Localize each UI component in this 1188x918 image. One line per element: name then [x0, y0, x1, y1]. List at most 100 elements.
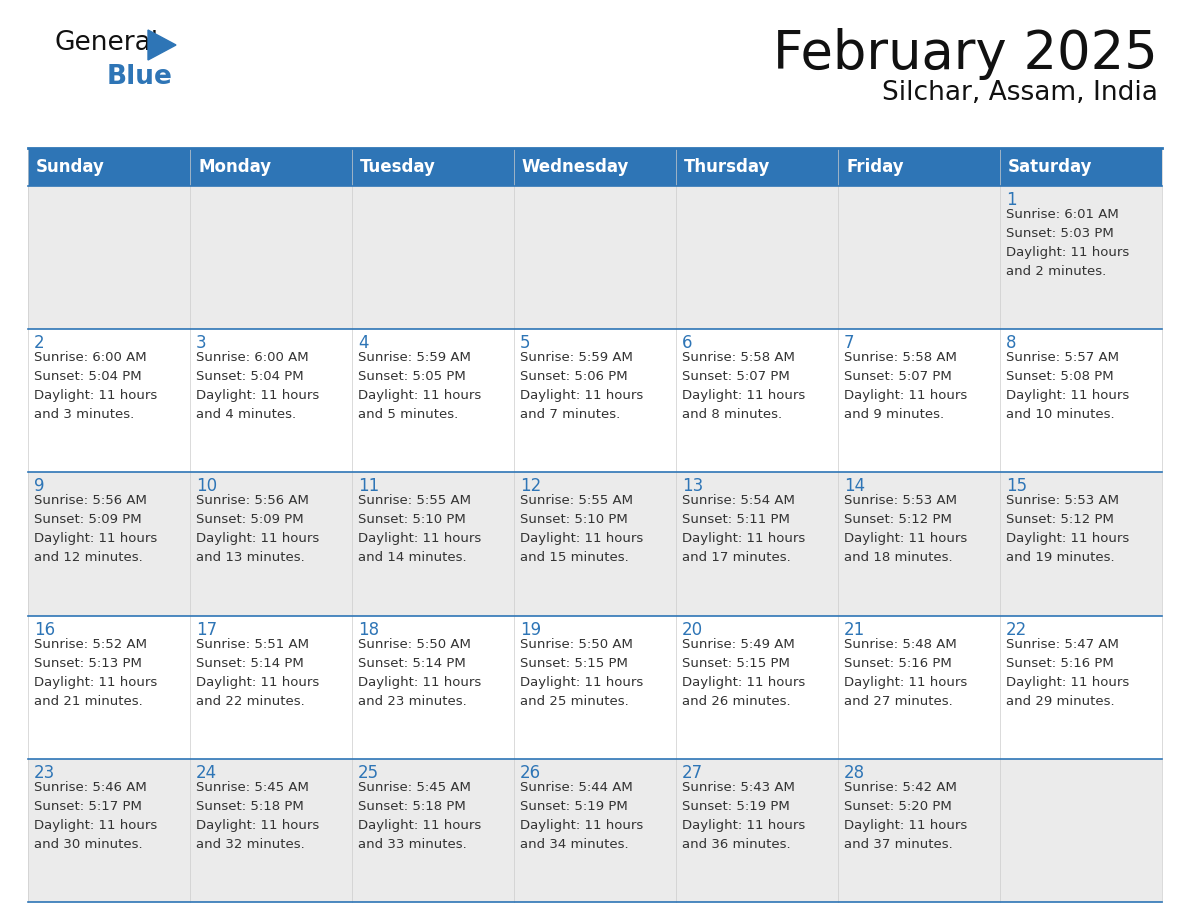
Text: Sunrise: 5:43 AM
Sunset: 5:19 PM
Daylight: 11 hours
and 36 minutes.: Sunrise: 5:43 AM Sunset: 5:19 PM Dayligh…	[682, 781, 805, 851]
Text: Sunrise: 6:01 AM
Sunset: 5:03 PM
Daylight: 11 hours
and 2 minutes.: Sunrise: 6:01 AM Sunset: 5:03 PM Dayligh…	[1006, 208, 1130, 278]
Text: 10: 10	[196, 477, 217, 496]
Text: Sunrise: 5:49 AM
Sunset: 5:15 PM
Daylight: 11 hours
and 26 minutes.: Sunrise: 5:49 AM Sunset: 5:15 PM Dayligh…	[682, 638, 805, 708]
Bar	[352, 759, 514, 902]
Text: Sunrise: 5:47 AM
Sunset: 5:16 PM
Daylight: 11 hours
and 29 minutes.: Sunrise: 5:47 AM Sunset: 5:16 PM Dayligh…	[1006, 638, 1130, 708]
Bar	[1000, 186, 1162, 330]
Text: Sunrise: 5:53 AM
Sunset: 5:12 PM
Daylight: 11 hours
and 18 minutes.: Sunrise: 5:53 AM Sunset: 5:12 PM Dayligh…	[843, 495, 967, 565]
Bar	[838, 186, 1000, 330]
Text: 16: 16	[34, 621, 55, 639]
Text: 9: 9	[34, 477, 44, 496]
Text: 6: 6	[682, 334, 693, 353]
Bar	[676, 759, 838, 902]
Bar	[29, 473, 190, 616]
Bar	[352, 148, 514, 186]
Text: 18: 18	[358, 621, 379, 639]
Text: Sunrise: 5:54 AM
Sunset: 5:11 PM
Daylight: 11 hours
and 17 minutes.: Sunrise: 5:54 AM Sunset: 5:11 PM Dayligh…	[682, 495, 805, 565]
Text: Sunrise: 5:48 AM
Sunset: 5:16 PM
Daylight: 11 hours
and 27 minutes.: Sunrise: 5:48 AM Sunset: 5:16 PM Dayligh…	[843, 638, 967, 708]
Bar	[352, 616, 514, 759]
Bar	[514, 759, 676, 902]
Text: 20: 20	[682, 621, 703, 639]
Text: Sunrise: 5:45 AM
Sunset: 5:18 PM
Daylight: 11 hours
and 33 minutes.: Sunrise: 5:45 AM Sunset: 5:18 PM Dayligh…	[358, 781, 481, 851]
Bar	[352, 330, 514, 473]
Text: 23: 23	[34, 764, 56, 782]
Text: Sunrise: 5:59 AM
Sunset: 5:06 PM
Daylight: 11 hours
and 7 minutes.: Sunrise: 5:59 AM Sunset: 5:06 PM Dayligh…	[520, 352, 643, 421]
Text: Wednesday: Wednesday	[522, 158, 630, 176]
Bar	[352, 186, 514, 330]
Text: Sunrise: 5:59 AM
Sunset: 5:05 PM
Daylight: 11 hours
and 5 minutes.: Sunrise: 5:59 AM Sunset: 5:05 PM Dayligh…	[358, 352, 481, 421]
Text: Sunrise: 5:52 AM
Sunset: 5:13 PM
Daylight: 11 hours
and 21 minutes.: Sunrise: 5:52 AM Sunset: 5:13 PM Dayligh…	[34, 638, 157, 708]
Text: Sunrise: 5:50 AM
Sunset: 5:15 PM
Daylight: 11 hours
and 25 minutes.: Sunrise: 5:50 AM Sunset: 5:15 PM Dayligh…	[520, 638, 643, 708]
Bar	[514, 616, 676, 759]
Polygon shape	[148, 30, 176, 60]
Bar	[29, 330, 190, 473]
Text: Sunrise: 5:53 AM
Sunset: 5:12 PM
Daylight: 11 hours
and 19 minutes.: Sunrise: 5:53 AM Sunset: 5:12 PM Dayligh…	[1006, 495, 1130, 565]
Text: 12: 12	[520, 477, 542, 496]
Text: 15: 15	[1006, 477, 1028, 496]
Text: Sunrise: 6:00 AM
Sunset: 5:04 PM
Daylight: 11 hours
and 4 minutes.: Sunrise: 6:00 AM Sunset: 5:04 PM Dayligh…	[196, 352, 320, 421]
Bar	[1000, 330, 1162, 473]
Text: Sunrise: 5:58 AM
Sunset: 5:07 PM
Daylight: 11 hours
and 8 minutes.: Sunrise: 5:58 AM Sunset: 5:07 PM Dayligh…	[682, 352, 805, 421]
Bar	[190, 759, 352, 902]
Bar	[29, 186, 190, 330]
Text: Sunrise: 5:50 AM
Sunset: 5:14 PM
Daylight: 11 hours
and 23 minutes.: Sunrise: 5:50 AM Sunset: 5:14 PM Dayligh…	[358, 638, 481, 708]
Text: 13: 13	[682, 477, 703, 496]
Text: 14: 14	[843, 477, 865, 496]
Bar	[1000, 616, 1162, 759]
Text: 5: 5	[520, 334, 531, 353]
Bar	[514, 330, 676, 473]
Bar	[29, 616, 190, 759]
Text: 8: 8	[1006, 334, 1017, 353]
Bar	[676, 148, 838, 186]
Bar	[1000, 148, 1162, 186]
Text: 19: 19	[520, 621, 541, 639]
Text: 24: 24	[196, 764, 217, 782]
Text: Sunday: Sunday	[36, 158, 105, 176]
Text: Sunrise: 5:51 AM
Sunset: 5:14 PM
Daylight: 11 hours
and 22 minutes.: Sunrise: 5:51 AM Sunset: 5:14 PM Dayligh…	[196, 638, 320, 708]
Text: Sunrise: 5:55 AM
Sunset: 5:10 PM
Daylight: 11 hours
and 14 minutes.: Sunrise: 5:55 AM Sunset: 5:10 PM Dayligh…	[358, 495, 481, 565]
Text: Sunrise: 5:57 AM
Sunset: 5:08 PM
Daylight: 11 hours
and 10 minutes.: Sunrise: 5:57 AM Sunset: 5:08 PM Dayligh…	[1006, 352, 1130, 421]
Bar	[676, 186, 838, 330]
Bar	[838, 473, 1000, 616]
Bar	[190, 330, 352, 473]
Text: Sunrise: 5:45 AM
Sunset: 5:18 PM
Daylight: 11 hours
and 32 minutes.: Sunrise: 5:45 AM Sunset: 5:18 PM Dayligh…	[196, 781, 320, 851]
Bar	[29, 759, 190, 902]
Bar	[1000, 759, 1162, 902]
Text: Sunrise: 6:00 AM
Sunset: 5:04 PM
Daylight: 11 hours
and 3 minutes.: Sunrise: 6:00 AM Sunset: 5:04 PM Dayligh…	[34, 352, 157, 421]
Text: General: General	[55, 30, 159, 56]
Text: 26: 26	[520, 764, 541, 782]
Text: 25: 25	[358, 764, 379, 782]
Text: February 2025: February 2025	[773, 28, 1158, 80]
Text: 27: 27	[682, 764, 703, 782]
Bar	[190, 186, 352, 330]
Bar	[838, 148, 1000, 186]
Bar	[1000, 473, 1162, 616]
Bar	[514, 473, 676, 616]
Bar	[676, 330, 838, 473]
Text: 2: 2	[34, 334, 45, 353]
Text: Monday: Monday	[198, 158, 271, 176]
Text: Blue: Blue	[107, 64, 173, 90]
Text: 7: 7	[843, 334, 854, 353]
Bar	[190, 473, 352, 616]
Bar	[514, 186, 676, 330]
Text: Silchar, Assam, India: Silchar, Assam, India	[883, 80, 1158, 106]
Bar	[838, 759, 1000, 902]
Text: Thursday: Thursday	[684, 158, 770, 176]
Bar	[29, 148, 190, 186]
Text: 3: 3	[196, 334, 207, 353]
Text: Sunrise: 5:42 AM
Sunset: 5:20 PM
Daylight: 11 hours
and 37 minutes.: Sunrise: 5:42 AM Sunset: 5:20 PM Dayligh…	[843, 781, 967, 851]
Bar	[514, 148, 676, 186]
Text: Sunrise: 5:56 AM
Sunset: 5:09 PM
Daylight: 11 hours
and 13 minutes.: Sunrise: 5:56 AM Sunset: 5:09 PM Dayligh…	[196, 495, 320, 565]
Bar	[838, 616, 1000, 759]
Text: 1: 1	[1006, 191, 1017, 209]
Bar	[190, 148, 352, 186]
Text: Sunrise: 5:46 AM
Sunset: 5:17 PM
Daylight: 11 hours
and 30 minutes.: Sunrise: 5:46 AM Sunset: 5:17 PM Dayligh…	[34, 781, 157, 851]
Bar	[676, 616, 838, 759]
Text: 17: 17	[196, 621, 217, 639]
Text: 28: 28	[843, 764, 865, 782]
Text: Tuesday: Tuesday	[360, 158, 436, 176]
Text: 4: 4	[358, 334, 368, 353]
Text: Sunrise: 5:55 AM
Sunset: 5:10 PM
Daylight: 11 hours
and 15 minutes.: Sunrise: 5:55 AM Sunset: 5:10 PM Dayligh…	[520, 495, 643, 565]
Text: Sunrise: 5:58 AM
Sunset: 5:07 PM
Daylight: 11 hours
and 9 minutes.: Sunrise: 5:58 AM Sunset: 5:07 PM Dayligh…	[843, 352, 967, 421]
Text: Sunrise: 5:44 AM
Sunset: 5:19 PM
Daylight: 11 hours
and 34 minutes.: Sunrise: 5:44 AM Sunset: 5:19 PM Dayligh…	[520, 781, 643, 851]
